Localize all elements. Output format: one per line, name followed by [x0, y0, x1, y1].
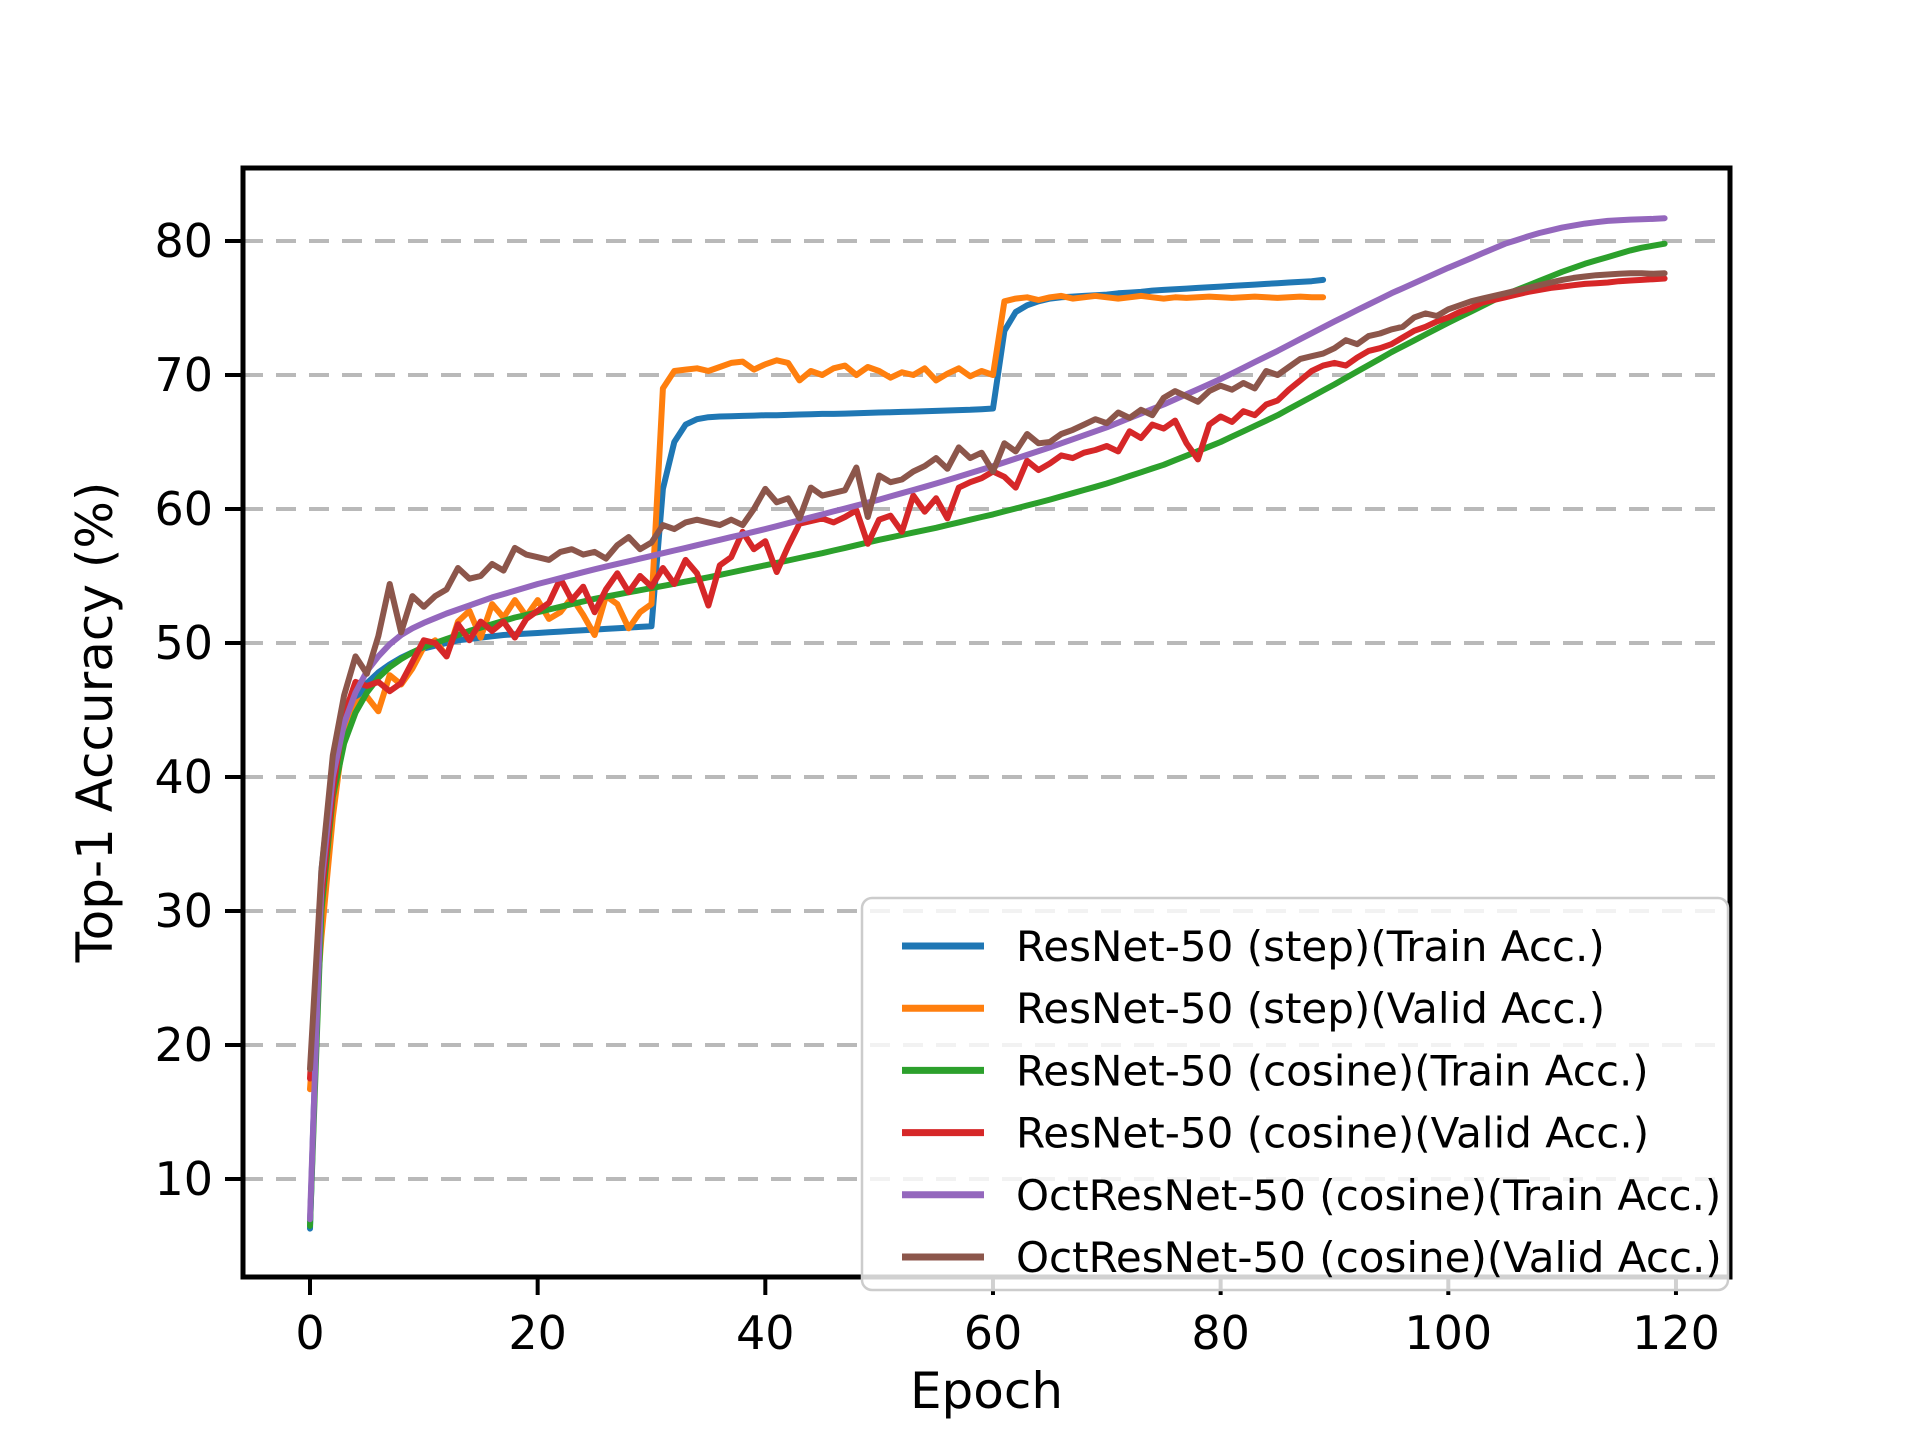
- legend-item-3: ResNet-50 (cosine)(Valid Acc.): [902, 1109, 1649, 1158]
- series-line-1: [307, 292, 1327, 1093]
- legend-item-2: ResNet-50 (cosine)(Train Acc.): [902, 1046, 1649, 1095]
- y-tick-label-20: 20: [154, 1018, 213, 1072]
- legend-label-3: ResNet-50 (cosine)(Valid Acc.): [1016, 1109, 1649, 1158]
- y-tick-label-30: 30: [154, 884, 213, 938]
- x-axis-label: Epoch: [910, 1362, 1063, 1420]
- y-tick-label-40: 40: [154, 750, 213, 804]
- y-tick-label-50: 50: [154, 616, 213, 670]
- y-tick-label-70: 70: [154, 348, 213, 402]
- x-tick-label-80: 80: [1191, 1306, 1250, 1360]
- legend-label-4: OctResNet-50 (cosine)(Train Acc.): [1016, 1171, 1721, 1220]
- legend-item-0: ResNet-50 (step)(Train Acc.): [902, 922, 1605, 971]
- legend-label-0: ResNet-50 (step)(Train Acc.): [1016, 922, 1605, 971]
- legend-item-4: OctResNet-50 (cosine)(Train Acc.): [902, 1171, 1721, 1220]
- x-tick-label-20: 20: [508, 1306, 567, 1360]
- series-line-3: [307, 275, 1668, 1082]
- legend-box: [860, 896, 1730, 1292]
- series-line-5: [307, 270, 1668, 1073]
- y-tick-label-60: 60: [154, 482, 213, 536]
- y-tick-label-80: 80: [154, 214, 213, 268]
- x-tick-label-100: 100: [1404, 1306, 1492, 1360]
- x-tick-label-60: 60: [964, 1306, 1023, 1360]
- series-lines: [307, 215, 1668, 1232]
- legend-label-1: ResNet-50 (step)(Valid Acc.): [1016, 984, 1605, 1033]
- x-axis: 0 20 40 60 80 100 120: [295, 1277, 1720, 1360]
- y-tick-label-10: 10: [154, 1152, 213, 1206]
- x-tick-label-0: 0: [295, 1306, 324, 1360]
- legend-item-5: OctResNet-50 (cosine)(Valid Acc.): [902, 1233, 1722, 1282]
- x-tick-label-40: 40: [736, 1306, 795, 1360]
- legend-item-1: ResNet-50 (step)(Valid Acc.): [902, 984, 1605, 1033]
- legend: ResNet-50 (step)(Train Acc.) ResNet-50 (s…: [860, 896, 1730, 1292]
- x-tick-label-120: 120: [1632, 1306, 1720, 1360]
- legend-label-5: OctResNet-50 (cosine)(Valid Acc.): [1016, 1233, 1722, 1282]
- legend-label-2: ResNet-50 (cosine)(Train Acc.): [1016, 1046, 1649, 1095]
- y-axis-label: Top-1 Accuracy (%): [66, 482, 124, 964]
- y-axis: 10 20 30 40 50 60 70 80: [154, 214, 243, 1206]
